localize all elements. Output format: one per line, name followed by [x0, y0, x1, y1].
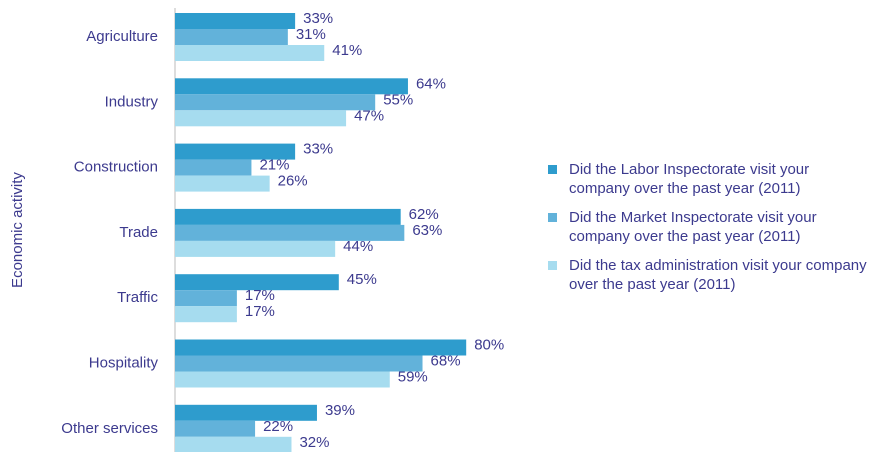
legend-swatch [548, 213, 557, 222]
bar [175, 159, 252, 176]
bar [175, 45, 325, 61]
value-label: 45% [347, 271, 377, 288]
value-label: 17% [245, 303, 275, 320]
bar [175, 339, 467, 356]
value-label: 44% [343, 238, 373, 255]
value-label: 68% [431, 352, 461, 369]
value-label: 22% [263, 418, 293, 435]
bar [175, 306, 237, 323]
bar [175, 13, 296, 29]
category-label: Other services [61, 420, 158, 437]
bar [175, 355, 423, 372]
value-label: 80% [474, 336, 504, 353]
legend-label: Did the Market Inspectorate visit your c… [569, 209, 817, 245]
bar [175, 143, 296, 160]
value-label: 64% [416, 75, 446, 92]
value-label: 21% [259, 157, 289, 174]
category-label: Trade [119, 224, 158, 241]
legend-item: Did the Labor Inspectorate visit your co… [548, 160, 878, 198]
value-label: 59% [398, 368, 428, 385]
value-label: 31% [296, 26, 326, 43]
value-label: 17% [245, 287, 275, 304]
category-label: Industry [105, 93, 159, 110]
bar [175, 110, 347, 127]
value-label: 55% [383, 91, 413, 108]
bar [175, 436, 292, 452]
legend-item: Did the tax administration visit your co… [548, 256, 878, 294]
bar [175, 208, 401, 225]
bar [175, 175, 270, 192]
category-label: Hospitality [89, 354, 159, 371]
category-label: Agriculture [86, 28, 158, 45]
legend-label: Did the tax administration visit your co… [569, 257, 867, 293]
value-label: 47% [354, 107, 384, 124]
legend-swatch [548, 261, 557, 270]
bar [175, 274, 339, 291]
legend: Did the Labor Inspectorate visit your co… [548, 160, 878, 304]
bar [175, 404, 317, 421]
value-label: 41% [332, 42, 362, 59]
bar [175, 224, 405, 241]
legend-swatch [548, 165, 557, 174]
value-label: 39% [325, 402, 355, 419]
value-label: 62% [409, 206, 439, 223]
bar [175, 371, 390, 388]
bar [175, 290, 237, 307]
legend-item: Did the Market Inspectorate visit your c… [548, 208, 878, 246]
category-label: Construction [74, 159, 158, 176]
value-label: 33% [303, 141, 333, 158]
bar [175, 94, 376, 111]
bar [175, 420, 256, 437]
y-axis-label: Economic activity [9, 172, 26, 288]
value-label: 63% [412, 222, 442, 239]
legend-label: Did the Labor Inspectorate visit your co… [569, 161, 810, 197]
bar [175, 78, 408, 95]
bar [175, 29, 288, 45]
value-label: 33% [303, 10, 333, 27]
value-label: 32% [299, 434, 329, 451]
value-label: 26% [278, 173, 308, 190]
category-label: Traffic [117, 289, 158, 306]
bar [175, 240, 336, 257]
